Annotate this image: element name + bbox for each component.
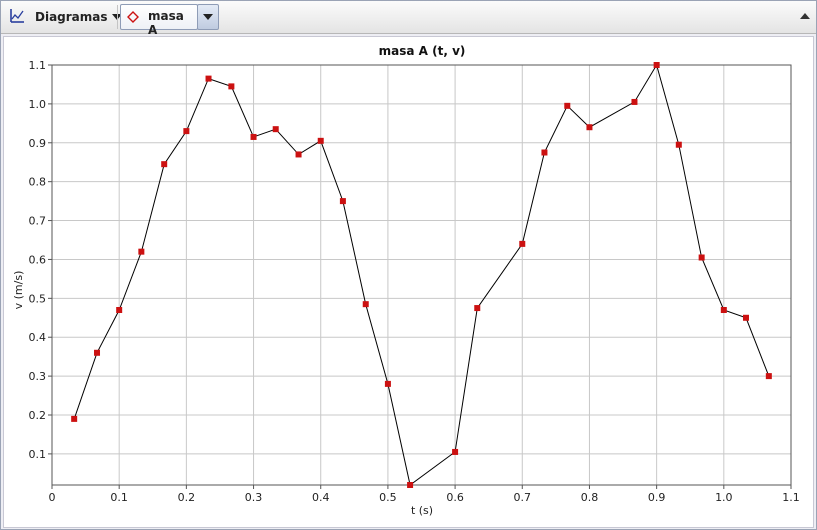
- y-tick-label: 0.1: [29, 448, 47, 461]
- data-point[interactable]: [339, 198, 346, 205]
- data-point[interactable]: [675, 141, 682, 148]
- data-point[interactable]: [519, 240, 526, 247]
- series-line: [73, 63, 770, 486]
- data-point[interactable]: [452, 448, 459, 455]
- data-point[interactable]: [765, 373, 772, 380]
- data-point[interactable]: [742, 314, 749, 321]
- y-tick-label: 0.9: [29, 137, 47, 150]
- x-tick-label: 1.1: [782, 491, 800, 504]
- y-tick-label: 0.4: [29, 331, 47, 344]
- data-point[interactable]: [541, 149, 548, 156]
- diamond-icon: [127, 11, 139, 23]
- x-tick-label: 0.9: [648, 491, 666, 504]
- data-point[interactable]: [407, 482, 414, 488]
- plot-area: [51, 64, 792, 486]
- data-point[interactable]: [586, 124, 593, 131]
- y-tick-label: 1.1: [29, 59, 47, 72]
- collapse-up-icon[interactable]: [800, 13, 810, 19]
- data-point[interactable]: [720, 307, 727, 313]
- x-tick-label: 0.5: [379, 491, 397, 504]
- data-point[interactable]: [161, 161, 168, 168]
- data-point[interactable]: [317, 137, 324, 144]
- data-point[interactable]: [295, 151, 302, 158]
- x-tick-label: 1.0: [715, 491, 733, 504]
- x-tick-label: 0.4: [312, 491, 330, 504]
- data-point[interactable]: [94, 349, 101, 356]
- y-axis-label: v (m/s): [12, 271, 25, 310]
- chart-panel: masa A (t, v) 0 0.1 0.2 0.3 0.4 0.5 0.6 0.7 0.8 0…: [3, 36, 814, 528]
- diagramas-menu-button[interactable]: Diagramas: [35, 9, 122, 25]
- x-tick-label: 0.6: [446, 491, 464, 504]
- x-tick-label: 0.8: [581, 491, 599, 504]
- diagramas-menu-label: Diagramas: [35, 10, 108, 24]
- data-point[interactable]: [250, 133, 257, 140]
- data-point[interactable]: [71, 415, 78, 422]
- data-point[interactable]: [564, 102, 571, 109]
- data-point[interactable]: [653, 62, 660, 68]
- x-tick-label: 0.3: [245, 491, 263, 504]
- toolbar: Diagramas masa A: [1, 1, 816, 37]
- x-tick-label: 0: [49, 491, 56, 504]
- data-point[interactable]: [228, 83, 235, 90]
- data-point[interactable]: [272, 126, 279, 133]
- chevron-down-icon: [111, 14, 122, 20]
- y-tick-label: 0.3: [29, 370, 47, 383]
- y-tick-label: 0.6: [29, 253, 47, 266]
- y-tick-label: 0.5: [29, 292, 47, 305]
- toolbar-divider: [117, 5, 118, 29]
- series-select-button[interactable]: masa A: [120, 4, 198, 37]
- y-tick-label: 0.2: [29, 409, 47, 422]
- data-point[interactable]: [362, 301, 369, 308]
- data-point[interactable]: [183, 128, 190, 135]
- chart-axes-icon: [10, 9, 24, 23]
- x-tick-label: 0.1: [110, 491, 128, 504]
- series-dropdown-button[interactable]: [197, 4, 219, 30]
- x-tick-label: 0.7: [514, 491, 532, 504]
- x-axis-label: t (s): [411, 504, 433, 517]
- chart-title: masa A (t, v): [379, 44, 466, 58]
- data-point[interactable]: [138, 248, 145, 255]
- data-point[interactable]: [698, 254, 705, 261]
- x-tick-label: 0.2: [178, 491, 196, 504]
- series-select-label: masa A: [148, 9, 184, 37]
- data-point[interactable]: [474, 305, 481, 312]
- data-point[interactable]: [631, 98, 638, 105]
- chart-canvas: masa A (t, v) 0 0.1 0.2 0.3 0.4 0.5 0.6 0.7 0.8 0…: [12, 44, 800, 517]
- y-tick-label: 1.0: [29, 98, 47, 111]
- y-tick-label: 0.8: [29, 176, 47, 189]
- y-tick-label: 0.7: [29, 215, 47, 228]
- data-point[interactable]: [384, 380, 391, 387]
- data-point[interactable]: [116, 307, 123, 313]
- data-point[interactable]: [205, 75, 212, 82]
- chevron-down-icon: [203, 14, 213, 20]
